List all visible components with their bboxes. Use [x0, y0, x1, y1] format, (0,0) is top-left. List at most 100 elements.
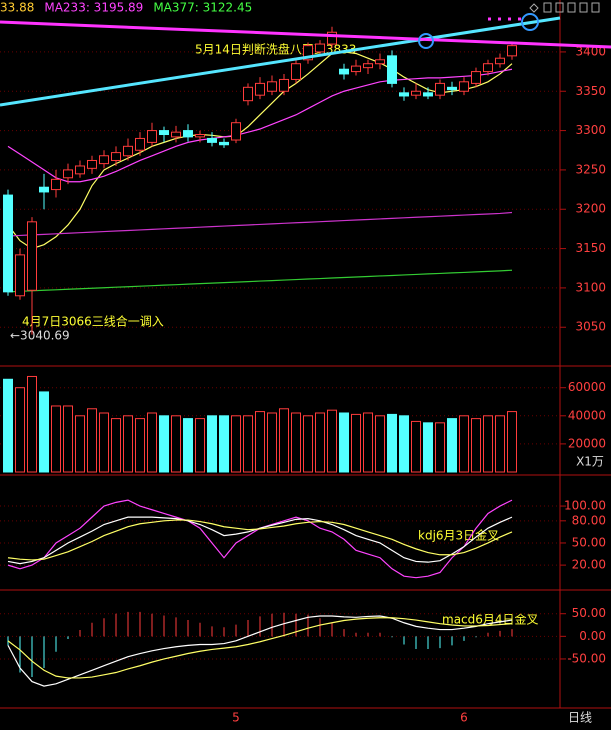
- series-line: [7, 516, 513, 565]
- button[interactable]: [579, 2, 588, 13]
- candle-body: [51, 178, 61, 191]
- volume-bar: [171, 415, 181, 473]
- volume-bar: [99, 412, 109, 473]
- icon[interactable]: [529, 3, 539, 13]
- y-tick-label: 50.00: [572, 535, 606, 549]
- volume-bar: [147, 412, 157, 473]
- volume-bar: [495, 415, 505, 473]
- x-tick-label: 6: [460, 711, 468, 725]
- header-item: MA377: 3122.45: [153, 1, 252, 15]
- annotation: ←3040.69: [10, 329, 70, 343]
- candle-body: [159, 130, 169, 136]
- series-line: [7, 615, 513, 687]
- candle-body: [219, 141, 229, 146]
- y-tick-label: 100.00: [564, 499, 606, 513]
- candle-body: [231, 122, 241, 141]
- header-item: 33.88: [0, 1, 34, 15]
- x-tick-label: 5: [232, 711, 240, 725]
- candle-body: [495, 57, 505, 65]
- volume-bar: [399, 415, 409, 473]
- button[interactable]: [543, 2, 552, 13]
- annotation: kdj6月3日金叉: [418, 528, 499, 543]
- candle-body: [279, 78, 289, 92]
- volume-bar: [279, 408, 289, 473]
- candle-body: [327, 31, 337, 45]
- y-tick-label: 3350: [575, 84, 606, 98]
- button[interactable]: [591, 2, 600, 13]
- volume-bar: [375, 415, 385, 473]
- candle-body: [99, 155, 109, 165]
- candle-body: [459, 81, 469, 92]
- candle-body: [15, 254, 25, 297]
- volume-bar: [471, 418, 481, 473]
- volume-bar: [207, 415, 217, 473]
- volume-bar: [243, 415, 253, 473]
- volume-bar: [303, 415, 313, 473]
- y-tick-label: -50.00: [567, 651, 606, 665]
- volume-bar: [483, 415, 493, 473]
- annotation: 4月7日3066三线合一调入: [22, 314, 164, 329]
- candle-body: [171, 131, 181, 138]
- volume-bar: [159, 415, 169, 473]
- series-line: [7, 211, 513, 237]
- candle-body: [75, 165, 85, 175]
- volume-bar: [315, 412, 325, 473]
- volume-bar: [3, 378, 13, 473]
- candle-body: [315, 43, 325, 53]
- candle-body: [411, 90, 421, 96]
- candle-body: [435, 82, 445, 96]
- volume-bar: [339, 412, 349, 473]
- candle-body: [123, 145, 133, 157]
- candle-body: [387, 55, 397, 84]
- volume-bar: [507, 411, 517, 473]
- candle-body: [291, 63, 301, 80]
- unit-label: X1万: [576, 455, 604, 469]
- volume-bar: [75, 415, 85, 473]
- volume-bar: [435, 422, 445, 473]
- y-tick-label: 3250: [575, 162, 606, 176]
- volume-bar: [15, 387, 25, 473]
- marker-circle: [418, 33, 434, 49]
- volume-bar: [255, 411, 265, 473]
- candle-body: [375, 59, 385, 65]
- volume-bar: [447, 418, 457, 473]
- volume-bar: [87, 408, 97, 473]
- candle-body: [207, 137, 217, 143]
- y-tick-label: 3200: [575, 202, 606, 216]
- candle-body: [339, 68, 349, 75]
- y-tick-label: 20.00: [572, 558, 606, 572]
- volume-bar: [111, 418, 121, 473]
- candle-body: [399, 92, 409, 97]
- candle-body: [135, 137, 145, 151]
- trend-line: [0, 16, 561, 107]
- y-tick-label: 3150: [575, 241, 606, 255]
- candle-body: [147, 130, 157, 143]
- volume-bar: [327, 409, 337, 473]
- annotation: macd6月4日金叉: [442, 612, 539, 627]
- candle-body: [195, 134, 205, 138]
- volume-bar: [51, 405, 61, 473]
- button[interactable]: [555, 2, 564, 13]
- y-tick-label: 50.00: [572, 606, 606, 620]
- volume-bar: [231, 415, 241, 473]
- candle-body: [483, 63, 493, 73]
- y-tick-label: 40000: [568, 408, 606, 422]
- candle-body: [507, 45, 517, 57]
- candle-body: [87, 159, 97, 169]
- y-tick-label: 80.00: [572, 513, 606, 527]
- candle-body: [39, 186, 49, 193]
- candle-body: [363, 63, 373, 69]
- y-tick-label: 0.00: [579, 629, 606, 643]
- button[interactable]: [567, 2, 576, 13]
- candle-body: [255, 82, 265, 96]
- volume-bar: [351, 413, 361, 473]
- trend-line: [0, 20, 611, 49]
- volume-bar: [27, 375, 37, 473]
- y-tick-label: 3300: [575, 123, 606, 137]
- y-tick-label: 3050: [575, 320, 606, 334]
- volume-bar: [195, 418, 205, 473]
- series-line: [7, 68, 513, 183]
- volume-bar: [387, 413, 397, 473]
